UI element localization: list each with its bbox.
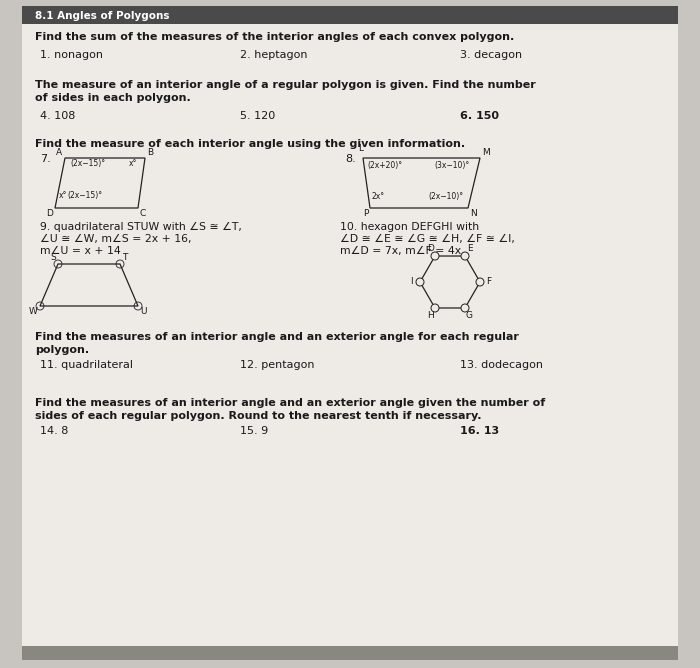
Text: L: L [358, 144, 363, 153]
Text: H: H [427, 311, 434, 320]
Text: (2x+20)°: (2x+20)° [367, 161, 402, 170]
Bar [22, 646, 678, 660]
Text: S: S [50, 253, 56, 262]
Text: 3. decagon: 3. decagon [460, 50, 522, 60]
Text: 6. 150: 6. 150 [460, 111, 499, 121]
Text: (2x−15)°: (2x−15)° [70, 159, 105, 168]
Text: m∠U = x + 14: m∠U = x + 14 [40, 246, 120, 256]
Text: Find the sum of the measures of the interior angles of each convex polygon.: Find the sum of the measures of the inte… [35, 32, 514, 42]
Text: B: B [147, 148, 153, 157]
Text: 9. quadrilateral STUW with ∠S ≅ ∠T,: 9. quadrilateral STUW with ∠S ≅ ∠T, [40, 222, 242, 232]
Text: T: T [122, 253, 127, 262]
Circle shape [416, 278, 424, 286]
Circle shape [461, 304, 469, 312]
Text: M: M [482, 148, 490, 157]
Text: P: P [363, 209, 368, 218]
Circle shape [431, 304, 439, 312]
Text: I: I [410, 277, 412, 287]
Text: The measure of an interior angle of a regular polygon is given. Find the number: The measure of an interior angle of a re… [35, 80, 536, 90]
Text: x°: x° [129, 159, 137, 168]
Text: G: G [466, 311, 473, 320]
Text: 1. nonagon: 1. nonagon [40, 50, 103, 60]
Text: 14. 8: 14. 8 [40, 426, 69, 436]
Text: 10. hexagon DEFGHI with: 10. hexagon DEFGHI with [340, 222, 479, 232]
Text: (2x−15)°: (2x−15)° [67, 191, 102, 200]
Text: 8.1 Angles of Polygons: 8.1 Angles of Polygons [35, 11, 169, 21]
Text: (3x−10)°: (3x−10)° [434, 161, 469, 170]
Text: Find the measure of each interior angle using the given information.: Find the measure of each interior angle … [35, 139, 465, 149]
Text: sides of each regular polygon. Round to the nearest tenth if necessary.: sides of each regular polygon. Round to … [35, 411, 482, 421]
Text: W: W [29, 307, 38, 316]
Text: 16. 13: 16. 13 [460, 426, 499, 436]
Text: 13. dodecagon: 13. dodecagon [460, 360, 543, 370]
Circle shape [461, 252, 469, 260]
Text: of sides in each polygon.: of sides in each polygon. [35, 93, 190, 103]
Text: ∠U ≅ ∠W, m∠S = 2x + 16,: ∠U ≅ ∠W, m∠S = 2x + 16, [40, 234, 192, 244]
Text: 12. pentagon: 12. pentagon [240, 360, 314, 370]
Text: N: N [470, 209, 477, 218]
Text: polygon.: polygon. [35, 345, 89, 355]
Text: Find the measures of an interior angle and an exterior angle for each regular: Find the measures of an interior angle a… [35, 332, 519, 342]
Text: m∠D = 7x, m∠F = 4x: m∠D = 7x, m∠F = 4x [340, 246, 461, 256]
Bar [22, 6, 678, 24]
Text: D: D [46, 209, 53, 218]
Circle shape [431, 252, 439, 260]
Text: U: U [140, 307, 146, 316]
Circle shape [476, 278, 484, 286]
Text: F: F [486, 277, 491, 287]
Text: E: E [467, 244, 473, 253]
Text: 2. heptagon: 2. heptagon [240, 50, 307, 60]
Text: A: A [56, 148, 62, 157]
Text: 11. quadrilateral: 11. quadrilateral [40, 360, 133, 370]
Text: (2x−10)°: (2x−10)° [428, 192, 463, 201]
Text: x°: x° [59, 191, 67, 200]
Text: 15. 9: 15. 9 [240, 426, 268, 436]
Text: Find the measures of an interior angle and an exterior angle given the number of: Find the measures of an interior angle a… [35, 398, 545, 408]
Text: 4. 108: 4. 108 [40, 111, 76, 121]
Text: 2x°: 2x° [372, 192, 385, 201]
Text: 5. 120: 5. 120 [240, 111, 275, 121]
Text: ∠D ≅ ∠E ≅ ∠G ≅ ∠H, ∠F ≅ ∠I,: ∠D ≅ ∠E ≅ ∠G ≅ ∠H, ∠F ≅ ∠I, [340, 234, 515, 244]
Text: D: D [427, 244, 434, 253]
Text: 8.: 8. [345, 154, 356, 164]
Text: C: C [140, 209, 146, 218]
Text: 7.: 7. [40, 154, 50, 164]
